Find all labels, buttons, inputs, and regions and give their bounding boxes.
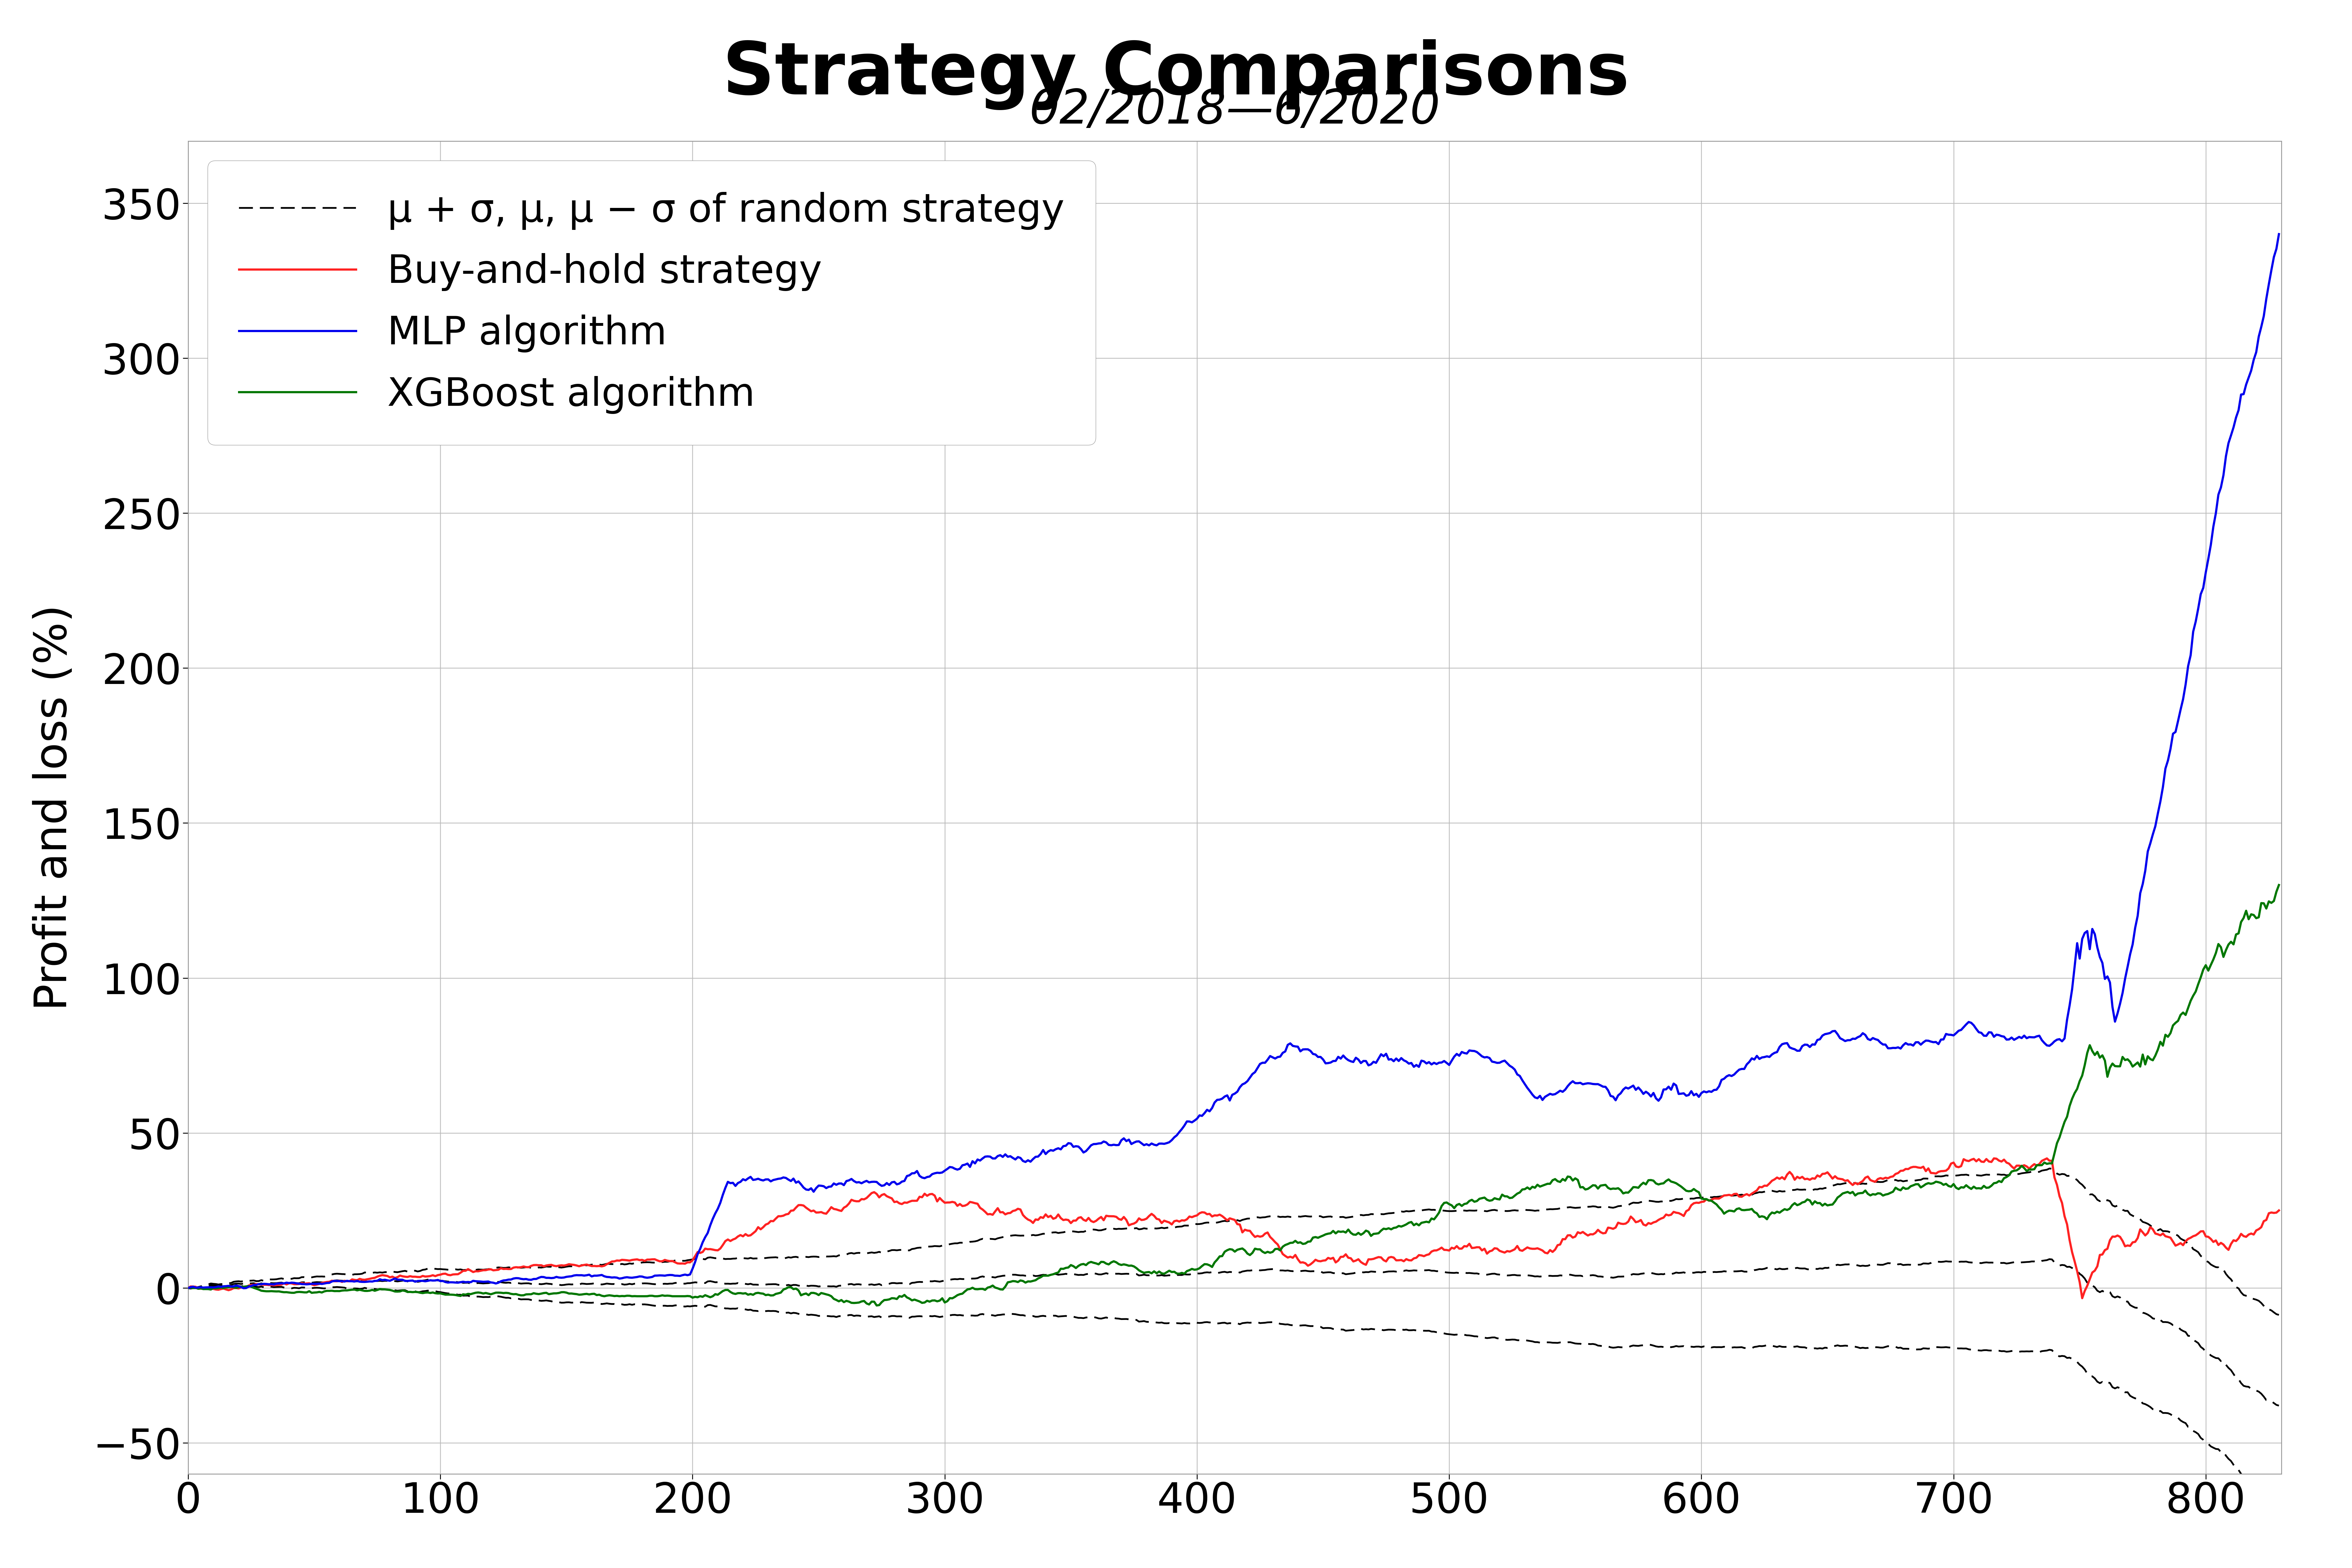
Legend: μ + σ, μ, μ − σ of random strategy, Buy-and-hold strategy, MLP algorithm, XGBoos: μ + σ, μ, μ − σ of random strategy, Buy-… — [207, 160, 1096, 445]
Title: 02/2018—6/2020: 02/2018—6/2020 — [1030, 88, 1439, 133]
Y-axis label: Profit and loss (%): Profit and loss (%) — [33, 604, 75, 1011]
Text: Strategy Comparisons: Strategy Comparisons — [722, 39, 1630, 110]
